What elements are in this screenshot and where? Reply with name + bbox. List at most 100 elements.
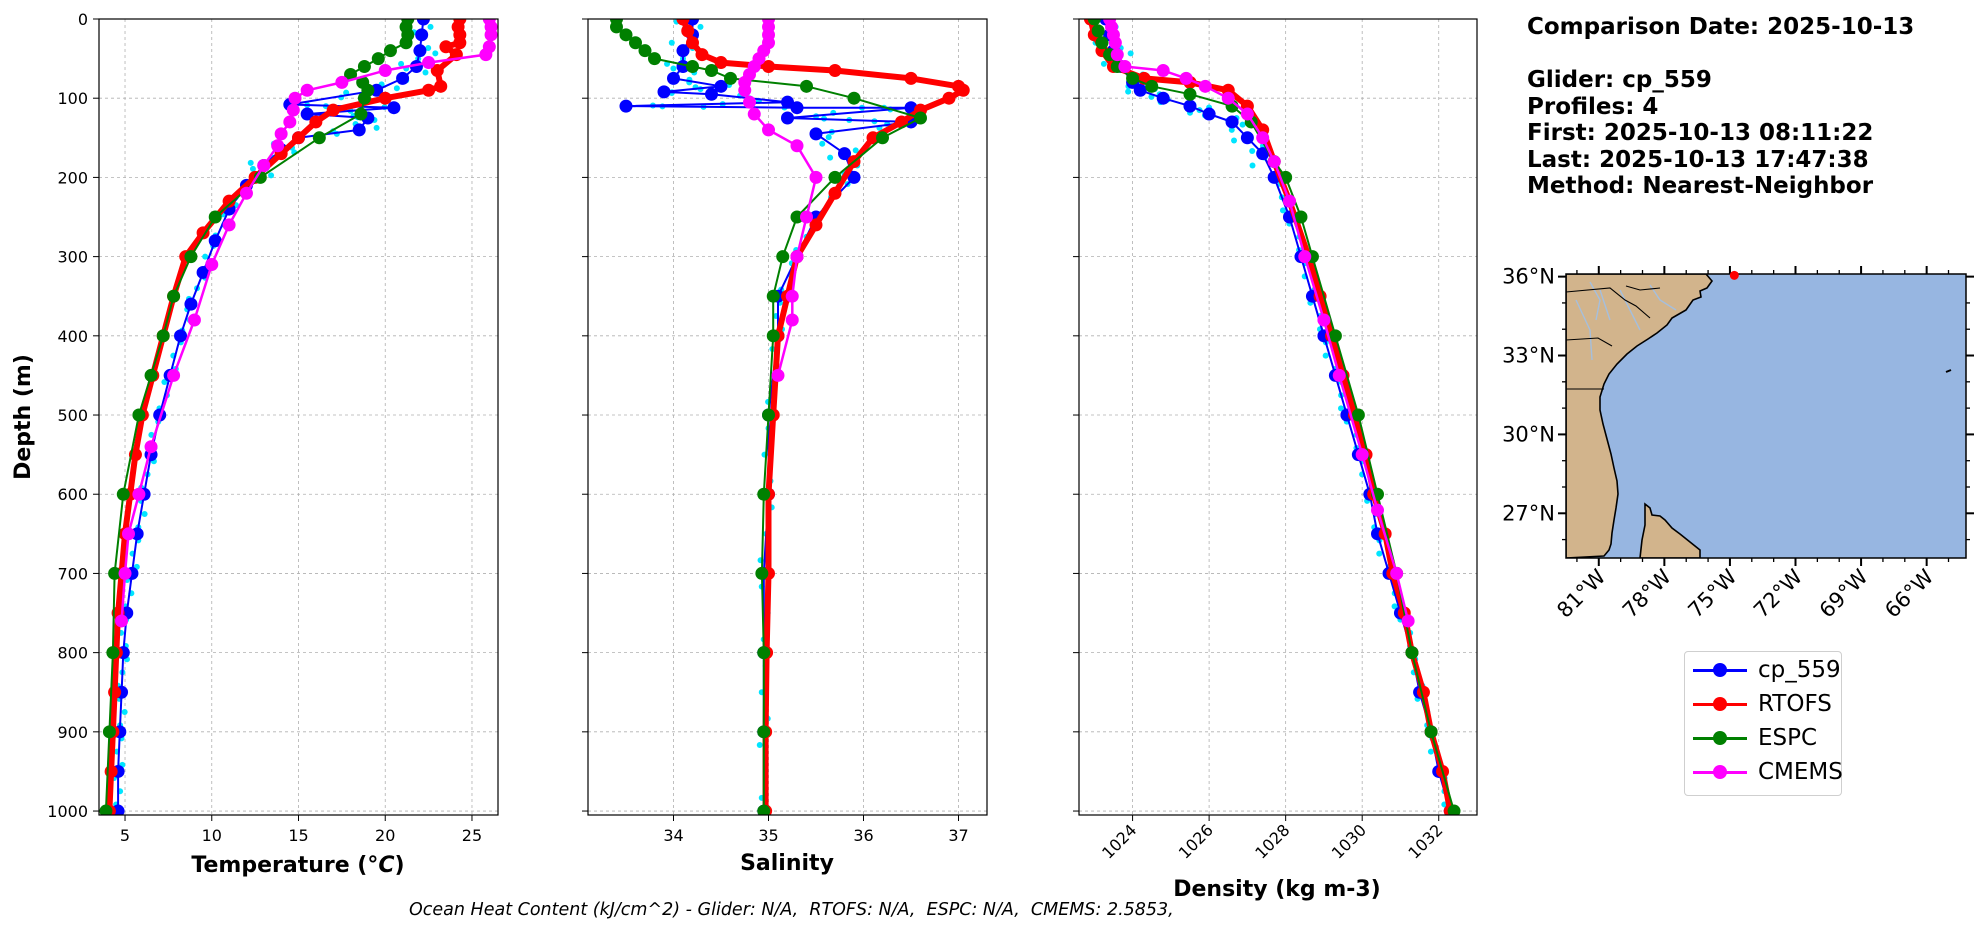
density-axes-frame	[1078, 18, 1478, 816]
density-xtick-label: 1032	[1404, 820, 1446, 862]
location-map: 36°N 33°N 30°N 27°N 81°W 78°W 75°W 72°W 69°W 66°W	[1502, 265, 1974, 623]
salinity-series-espc-point	[755, 566, 769, 580]
salinity-series-rtofs-point	[866, 131, 880, 145]
salinity-series-cp559-point	[714, 79, 728, 93]
density-series-cmems-point	[1390, 566, 1404, 580]
temperature-series-espc-point	[208, 210, 222, 224]
temperature-raw-point	[432, 50, 439, 57]
salinity-series-rtofs-point	[828, 63, 842, 77]
temperature-series-cp559-point	[184, 297, 198, 311]
temperature-series-rtofs-point	[434, 79, 448, 93]
density-series-cmems-point	[1256, 131, 1270, 145]
salinity-raw-point	[756, 742, 763, 749]
density-series-cmems-point	[1240, 107, 1254, 121]
legend-label-cmems: CMEMS	[1758, 759, 1843, 785]
first-profile-time: First: 2025-10-13 08:11:22	[1527, 120, 1874, 146]
temperature-raw-point	[249, 165, 256, 172]
temperature-ytick-label: 700	[57, 564, 88, 583]
temperature-series-cp559-point	[396, 71, 410, 85]
temperature-raw-point	[398, 60, 405, 67]
salinity-xtick-label: 35	[758, 826, 778, 845]
map-rivers	[1575, 281, 1677, 361]
density-series-cp559-point	[1183, 99, 1197, 113]
density-raw-point	[1127, 50, 1134, 57]
legend-item-cp559: cp_559	[1693, 655, 1841, 685]
temperature-series-rtofs-point	[378, 91, 392, 105]
salinity-series-cmems-point	[785, 289, 799, 303]
temperature-ytick-label: 600	[57, 485, 88, 504]
temperature-xtick-label: 10	[202, 826, 222, 845]
density-series-cp559-point	[1240, 131, 1254, 145]
density-series-cmems-point	[1110, 48, 1124, 62]
profile-count: Profiles: 4	[1527, 93, 1659, 120]
temperature-series-espc-point	[106, 646, 120, 660]
temperature-series-cmems-point	[274, 127, 288, 141]
temperature-ytick-label: 500	[57, 406, 88, 425]
comparison-info: Comparison Date: 2025-10-13 Glider: cp_5…	[1527, 14, 1914, 200]
salinity-series-cp559-point	[847, 170, 861, 184]
temperature-ytick-label: 900	[57, 723, 88, 742]
legend-label-cp559: cp_559	[1758, 657, 1841, 683]
temperature-xtick-label: 5	[120, 826, 130, 845]
map-lon-label: 69°W	[1815, 564, 1873, 622]
temperature-raw-point	[148, 431, 155, 438]
temperature-raw-point	[422, 69, 429, 76]
salinity-series-espc-point	[757, 487, 771, 501]
salinity-series-cp559-point	[705, 87, 718, 101]
map-lat-label: 33°N	[1502, 344, 1555, 368]
salinity-series-rtofs-point	[676, 19, 690, 26]
temperature-series-espc-point	[184, 250, 198, 264]
salinity-series-rtofs-point	[809, 218, 823, 232]
comparison-date: Comparison Date: 2025-10-13	[1527, 14, 1915, 40]
interpolation-method: Method: Nearest-Neighbor	[1527, 173, 1874, 199]
temperature-series-cmems-point	[205, 258, 219, 272]
density-series-espc-point	[1087, 19, 1101, 26]
salinity-series-rtofs-point	[762, 60, 775, 74]
temperature-ytick-label: 300	[57, 248, 88, 267]
density-xtick-label: 1030	[1328, 820, 1370, 862]
salinity-series-espc-point	[776, 250, 790, 264]
salinity-series-espc-point	[876, 131, 889, 145]
salinity-series-espc-point	[790, 210, 804, 224]
density-series-cp559-point	[1202, 107, 1216, 121]
salinity-series-rtofs-point	[942, 91, 956, 105]
density-series-espc-point	[1351, 408, 1365, 422]
temperature-ytick-label: 800	[57, 644, 88, 663]
density-raw-point	[1322, 352, 1329, 359]
temperature-ytick-label: 0	[78, 10, 88, 29]
density-xtick-label: 1024	[1098, 820, 1140, 862]
temperature-series-rtofs-point	[430, 63, 444, 77]
temperature-raw-point	[373, 124, 380, 131]
salinity-series-rtofs-point	[681, 24, 695, 38]
density-series-cmems-line	[1108, 19, 1410, 622]
density-series-espc-point	[1183, 87, 1197, 101]
density-xlabel: Density (kg m-3)	[1173, 877, 1381, 902]
salinity-series-espc-point	[648, 52, 661, 66]
temperature-raw-point	[427, 23, 434, 30]
temperature-series-cmems-point	[286, 103, 300, 117]
temperature-series-espc-point	[354, 107, 368, 121]
temperature-series-cmems-point	[121, 527, 135, 541]
salinity-series-espc-point	[724, 71, 737, 85]
temperature-ytick-label: 1000	[47, 802, 88, 821]
density-series-espc-point	[1424, 725, 1438, 739]
salinity-series-rtofs-point	[828, 186, 842, 200]
glider-position-marker	[1729, 270, 1739, 280]
density-series-cmems-point	[1317, 313, 1331, 327]
temperature-series-cmems-point	[115, 614, 129, 628]
salinity-series-cp559-point	[657, 85, 671, 99]
salinity-series-cp559-point	[790, 101, 804, 115]
density-panel: 1024 1026 1028 1030 1032 Density (kg m-3)	[1073, 18, 1478, 902]
density-series-cmems-point	[1298, 250, 1312, 264]
salinity-series-espc-point	[619, 28, 633, 42]
salinity-axes-frame	[587, 18, 988, 816]
temperature-raw-point	[425, 45, 432, 52]
temperature-series-cmems-point	[132, 487, 146, 501]
density-series-cmems-point	[1355, 448, 1369, 462]
density-series-espc-point	[1294, 210, 1308, 224]
temperature-raw-point	[393, 85, 400, 92]
salinity-raw-point	[825, 134, 832, 141]
temperature-series-rtofs-point	[439, 40, 453, 54]
temperature-panel: 5 10 15 20 25 0 100 200 300 400 500 600 700 800 900 100…	[11, 10, 499, 878]
salinity-series-cmems-point	[743, 95, 756, 109]
